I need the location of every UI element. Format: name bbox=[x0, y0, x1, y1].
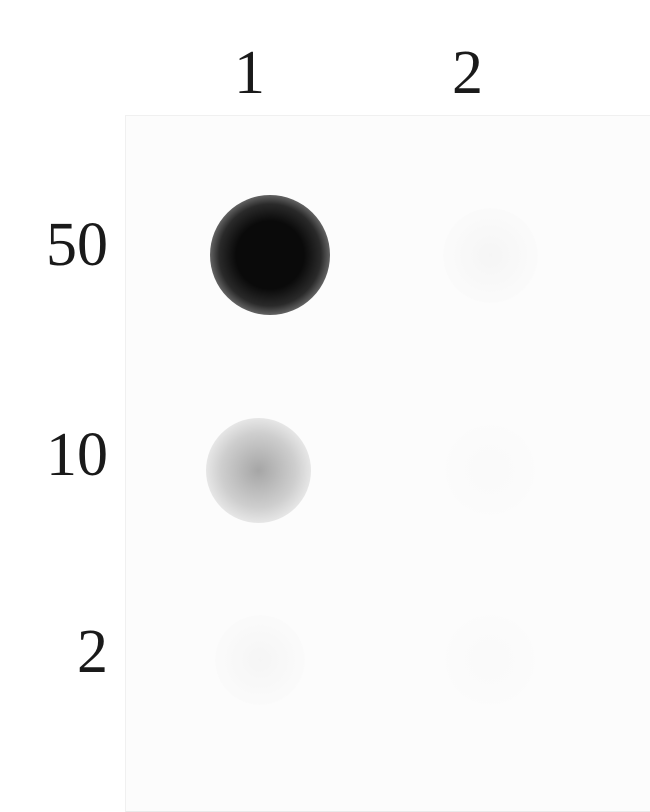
blot-spot-col1-row50 bbox=[210, 195, 330, 315]
row-label-2: 2 bbox=[68, 617, 108, 688]
column-label-2: 2 bbox=[452, 38, 483, 109]
column-label-1: 1 bbox=[234, 38, 265, 109]
blot-spot-col2-row10 bbox=[445, 425, 535, 515]
blot-spot-col1-row10 bbox=[206, 418, 311, 523]
blot-spot-col2-row2 bbox=[445, 615, 535, 705]
dot-blot-container: 1 2 50 10 2 bbox=[0, 0, 650, 812]
blot-spot-col2-row50 bbox=[443, 208, 538, 303]
row-label-50: 50 bbox=[28, 210, 108, 281]
blot-spot-col1-row2 bbox=[215, 615, 305, 705]
blot-membrane-region bbox=[125, 115, 650, 812]
row-label-10: 10 bbox=[28, 420, 108, 491]
